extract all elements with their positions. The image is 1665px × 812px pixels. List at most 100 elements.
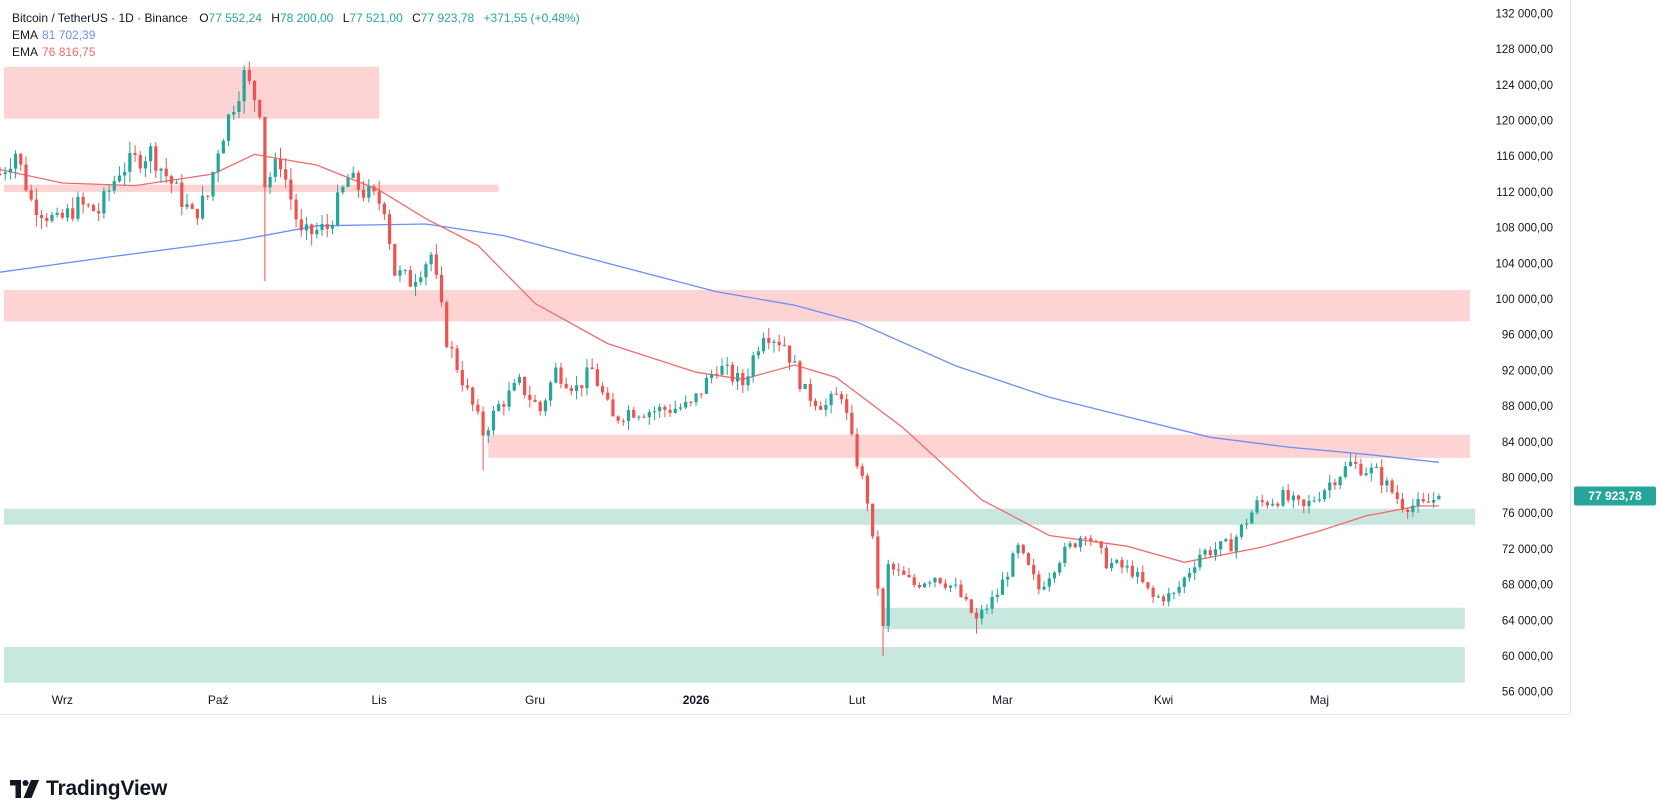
candle-body <box>1421 499 1425 502</box>
candle-body <box>886 563 890 626</box>
candle-body <box>1265 502 1270 506</box>
candle-body <box>1328 482 1332 491</box>
candle-body <box>1239 524 1244 537</box>
candle-body <box>891 563 896 570</box>
candle-body <box>865 475 870 504</box>
candle-body <box>154 146 158 171</box>
time-tick-label: Gru <box>525 693 545 707</box>
candle-body <box>523 376 527 395</box>
candle-body <box>143 161 148 169</box>
candle-body <box>247 70 251 81</box>
candle-body <box>1135 572 1140 577</box>
candle-body <box>455 348 459 370</box>
close-value: 77 923,78 <box>420 11 475 25</box>
candle-body <box>1006 576 1010 580</box>
candle-body <box>1058 563 1062 573</box>
price-axis[interactable]: 56 000,00 60 000,00 64 000,00 68 000,00 72 0… <box>1495 8 1553 698</box>
price-tick-label: 124 000,00 <box>1495 80 1553 92</box>
high-value: 78 200,00 <box>279 11 334 25</box>
candle-body <box>663 406 667 410</box>
zones-layer <box>4 66 1476 683</box>
candle-body <box>159 168 163 171</box>
candle-body <box>1125 565 1129 568</box>
candle-body <box>1099 541 1103 548</box>
candle-body <box>1359 463 1363 476</box>
ema-short-value: 76 816,75 <box>42 45 96 59</box>
candle-body <box>185 204 189 208</box>
tradingview-brand[interactable]: TradingView <box>10 777 167 801</box>
candle-body <box>294 199 298 220</box>
candle-body <box>102 191 106 214</box>
candle-body <box>3 172 7 175</box>
price-tick-label: 56 000,00 <box>1502 687 1553 699</box>
price-tick-label: 84 000,00 <box>1502 437 1553 449</box>
candle-body <box>658 406 662 412</box>
legend-ema-long-row[interactable]: EMA 81 702,39 <box>12 27 586 44</box>
candle-body <box>1348 461 1353 467</box>
time-tick-label: Lis <box>372 693 387 707</box>
candle-body <box>169 176 174 184</box>
candle-body <box>481 411 485 436</box>
candle-body <box>356 172 361 190</box>
candle-body <box>367 186 371 198</box>
candle-body <box>1084 537 1088 539</box>
candle-body <box>1146 582 1150 588</box>
support-zone <box>4 647 1465 683</box>
time-tick-label: Maj <box>1310 693 1329 707</box>
candle-body <box>1104 547 1109 569</box>
candle-body <box>34 199 38 216</box>
candle-body <box>180 182 184 208</box>
candle-body <box>1380 467 1384 486</box>
candle-body <box>1234 536 1238 552</box>
candle-body <box>398 270 402 276</box>
candle-body <box>1089 538 1093 541</box>
candle-body <box>382 203 386 215</box>
candle-body <box>460 369 464 386</box>
candle-body <box>819 406 823 410</box>
candle-body <box>1198 554 1202 568</box>
change-value: +371,55 (+0,48%) <box>483 11 580 25</box>
candle-body <box>465 385 470 388</box>
candle-body <box>590 367 594 370</box>
candle-body <box>637 416 641 418</box>
legend-ema-short-row[interactable]: EMA 76 816,75 <box>12 44 586 61</box>
candle-body <box>922 583 927 588</box>
candle-body <box>1302 499 1306 507</box>
candle-body <box>450 346 454 349</box>
candle-body <box>486 430 490 436</box>
support-zone <box>883 607 1465 630</box>
candle-body <box>1141 572 1145 583</box>
candle-body <box>1130 565 1134 577</box>
candle-body <box>715 374 719 376</box>
candle-body <box>1333 482 1337 486</box>
tradingview-logo-icon <box>10 780 39 798</box>
candle-body <box>1343 466 1347 477</box>
candle-body <box>60 212 64 218</box>
open-value: 77 552,24 <box>208 11 262 25</box>
candle-body <box>829 393 833 405</box>
candle-body <box>237 101 241 113</box>
candle-body <box>808 383 812 401</box>
candle-body <box>1291 495 1296 501</box>
candle-body <box>1203 550 1207 555</box>
candle-body <box>574 385 579 392</box>
candle-body <box>990 596 994 609</box>
candle-body <box>55 212 59 215</box>
candle-body <box>419 277 423 282</box>
candle-body <box>1364 473 1368 476</box>
candle-body <box>1385 480 1389 486</box>
candle-body <box>434 254 438 275</box>
candle-body <box>1068 543 1072 547</box>
candle-body <box>871 503 875 537</box>
candle-body <box>912 577 916 585</box>
candle-body <box>325 224 329 229</box>
candle-body <box>907 574 911 578</box>
open-label: O <box>199 11 209 25</box>
time-axis[interactable]: Wrz Paź Lis Gru 2026 Lut Mar Kwi Maj <box>52 693 1329 707</box>
candle-body <box>668 409 672 413</box>
candle-body <box>273 158 277 177</box>
candle-body <box>71 208 75 219</box>
ema-short-line <box>0 153 1439 563</box>
candle-body <box>195 208 199 219</box>
